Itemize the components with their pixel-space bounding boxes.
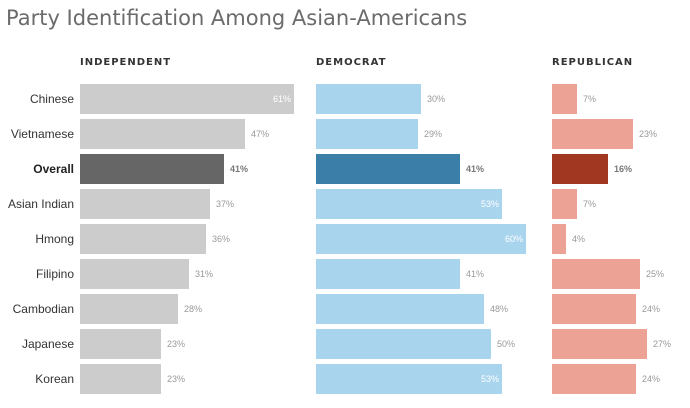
category-label-chinese: Chinese — [29, 92, 74, 106]
category-label-filipino: Filipino — [35, 267, 74, 281]
bar-republican-filipino — [552, 259, 640, 289]
value-label-democrat-vietnamese: 29% — [424, 129, 443, 139]
value-label-republican-vietnamese: 23% — [639, 129, 658, 139]
bar-independent-vietnamese — [80, 119, 245, 149]
value-label-republican-overall: 16% — [614, 164, 633, 174]
bar-republican-asian-indian — [552, 189, 577, 219]
bar-independent-korean — [80, 364, 161, 394]
panel-title-democrat: DEMOCRAT — [316, 57, 387, 68]
value-label-republican-korean: 24% — [642, 374, 661, 384]
value-label-democrat-chinese: 30% — [427, 94, 446, 104]
chart-title: Party Identification Among Asian-America… — [6, 6, 468, 30]
bar-democrat-filipino — [316, 259, 460, 289]
bar-democrat-asian-indian — [316, 189, 502, 219]
value-label-republican-cambodian: 24% — [642, 304, 661, 314]
bar-independent-overall — [80, 154, 224, 184]
value-label-independent-chinese: 61% — [272, 94, 291, 104]
value-label-democrat-japanese: 50% — [497, 339, 516, 349]
value-label-republican-chinese: 7% — [583, 94, 597, 104]
value-label-independent-japanese: 23% — [167, 339, 186, 349]
value-label-democrat-cambodian: 48% — [490, 304, 509, 314]
bar-republican-hmong — [552, 224, 566, 254]
bar-republican-vietnamese — [552, 119, 633, 149]
bar-independent-cambodian — [80, 294, 178, 324]
bar-independent-hmong — [80, 224, 206, 254]
bar-democrat-overall — [316, 154, 460, 184]
value-label-independent-cambodian: 28% — [184, 304, 203, 314]
value-label-democrat-overall: 41% — [466, 164, 485, 174]
bar-independent-japanese — [80, 329, 161, 359]
bar-independent-asian-indian — [80, 189, 210, 219]
value-label-independent-vietnamese: 47% — [251, 129, 270, 139]
bar-republican-chinese — [552, 84, 577, 114]
bar-democrat-hmong — [316, 224, 526, 254]
value-label-independent-overall: 41% — [230, 164, 249, 174]
value-label-independent-filipino: 31% — [195, 269, 214, 279]
value-label-republican-japanese: 27% — [653, 339, 672, 349]
value-label-independent-korean: 23% — [167, 374, 186, 384]
category-label-vietnamese: Vietnamese — [10, 127, 74, 141]
value-label-democrat-hmong: 60% — [504, 234, 523, 244]
value-label-independent-asian-indian: 37% — [216, 199, 235, 209]
bar-democrat-korean — [316, 364, 502, 394]
panel-title-republican: REPUBLICAN — [552, 57, 634, 68]
bar-republican-cambodian — [552, 294, 636, 324]
category-label-overall: Overall — [33, 162, 74, 176]
value-label-republican-filipino: 25% — [646, 269, 665, 279]
category-label-asian-indian: Asian Indian — [7, 197, 74, 211]
category-label-hmong: Hmong — [35, 232, 74, 246]
bar-democrat-japanese — [316, 329, 491, 359]
category-label-korean: Korean — [35, 372, 74, 386]
bar-republican-japanese — [552, 329, 647, 359]
bar-republican-korean — [552, 364, 636, 394]
bar-democrat-chinese — [316, 84, 421, 114]
value-label-independent-hmong: 36% — [212, 234, 231, 244]
category-label-japanese: Japanese — [21, 337, 74, 351]
bar-democrat-vietnamese — [316, 119, 418, 149]
value-label-democrat-korean: 53% — [480, 374, 499, 384]
bar-independent-filipino — [80, 259, 189, 289]
panel-title-independent: INDEPENDENT — [80, 57, 172, 68]
category-label-cambodian: Cambodian — [12, 302, 74, 316]
bar-democrat-cambodian — [316, 294, 484, 324]
value-label-democrat-filipino: 41% — [466, 269, 485, 279]
value-label-republican-hmong: 4% — [572, 234, 586, 244]
value-label-republican-asian-indian: 7% — [583, 199, 597, 209]
value-label-democrat-asian-indian: 53% — [480, 199, 499, 209]
bar-republican-overall — [552, 154, 608, 184]
bar-independent-chinese — [80, 84, 294, 114]
